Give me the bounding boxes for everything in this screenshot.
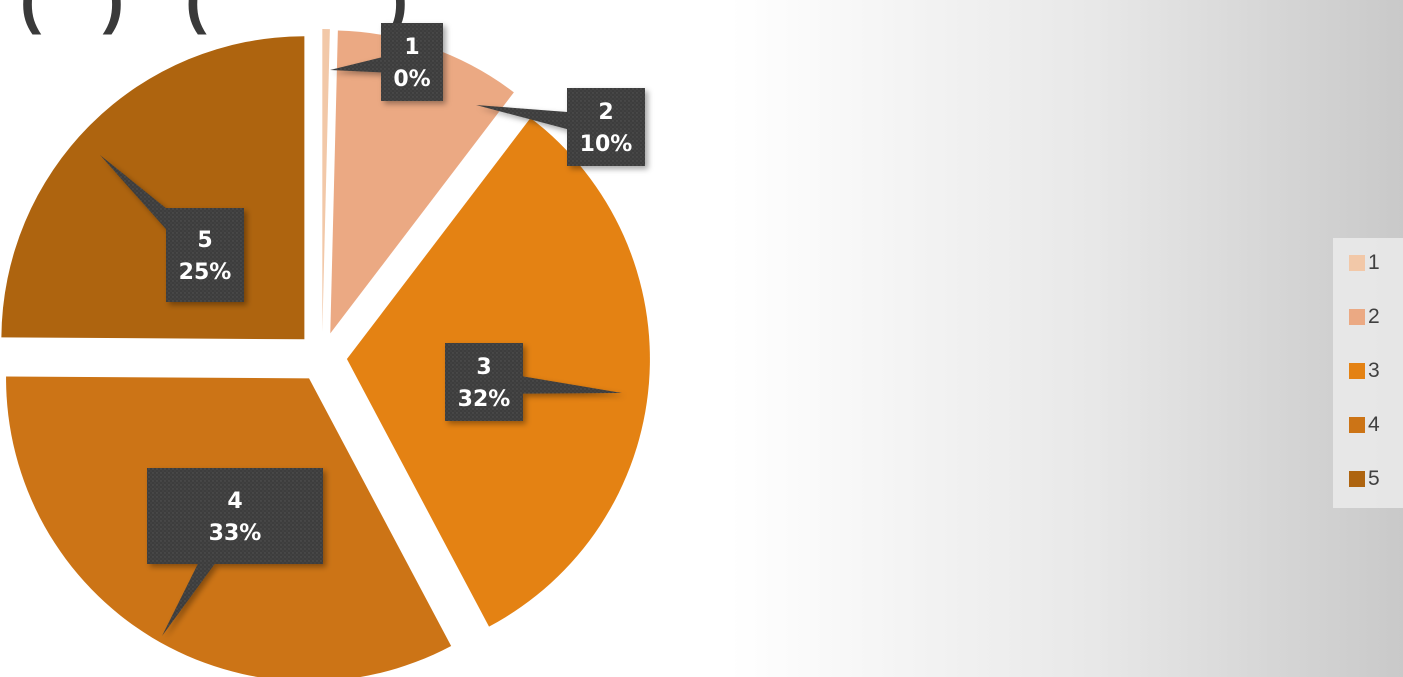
pie-slice-2: [330, 30, 514, 334]
legend-label-5: 5: [1368, 467, 1380, 490]
legend-label-1: 1: [1368, 251, 1380, 274]
pie-slice-5: [1, 36, 305, 340]
legend-swatch-2: [1349, 309, 1365, 325]
data-label-1: [330, 23, 443, 101]
data-label-category-2: 2: [598, 100, 613, 125]
pie-slice-1: [322, 29, 330, 333]
legend-swatch-4: [1349, 417, 1365, 433]
legend-item-2: 2: [1349, 305, 1380, 329]
data-label-category-3: 3: [476, 355, 491, 380]
data-label-percent-3: 32%: [458, 387, 511, 412]
data-label-3: [445, 343, 622, 421]
legend-item-4: 4: [1349, 413, 1380, 437]
legend-item-5: 5: [1349, 467, 1380, 491]
data-label-4: [147, 468, 323, 636]
data-label-percent-1: 0%: [393, 67, 430, 92]
chart-legend: 1 2 3 4 5: [1333, 238, 1403, 508]
data-label-category-5: 5: [197, 228, 212, 253]
legend-label-4: 4: [1368, 413, 1380, 436]
legend-swatch-1: [1349, 255, 1365, 271]
legend-label-2: 2: [1368, 305, 1380, 328]
legend-item-1: 1: [1349, 251, 1380, 275]
legend-swatch-5: [1349, 471, 1365, 487]
data-label-percent-2: 10%: [580, 132, 633, 157]
data-label-percent-4: 33%: [209, 521, 262, 546]
legend-label-3: 3: [1368, 359, 1380, 382]
data-label-category-4: 4: [227, 489, 242, 514]
data-label-2: [476, 88, 645, 166]
data-label-category-1: 1: [404, 35, 419, 60]
legend-swatch-3: [1349, 363, 1365, 379]
data-label-5: [100, 155, 244, 302]
legend-item-3: 3: [1349, 359, 1380, 383]
data-label-percent-5: 25%: [179, 260, 232, 285]
